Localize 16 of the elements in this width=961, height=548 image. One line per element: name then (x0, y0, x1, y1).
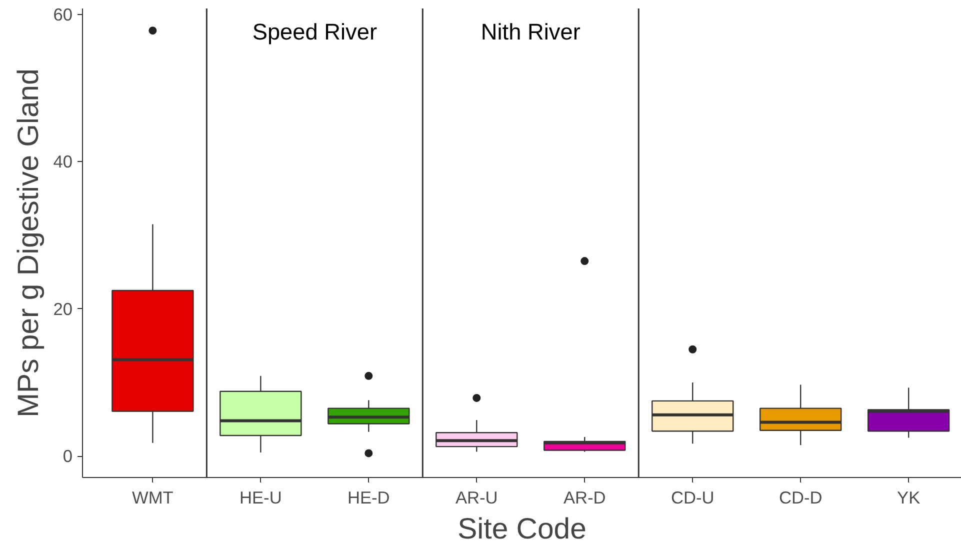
x-axis-title: Site Code (458, 512, 586, 546)
annotation: Nith River (480, 18, 581, 44)
y-axis-title: MPs per g Digestive Gland (12, 68, 46, 418)
y-tick-label: 20 (53, 298, 73, 319)
x-tick-label: HE-U (240, 488, 282, 508)
y-tick-label: 60 (53, 4, 73, 24)
x-tick-label: AR-U (455, 488, 498, 508)
x-tick-label: AR-D (563, 488, 606, 508)
x-tick-label: CD-U (670, 488, 714, 508)
x-tick-label: CD-D (778, 488, 822, 508)
y-tick-label: 40 (53, 152, 73, 172)
x-tick-label: HE-D (347, 488, 390, 508)
y-tick-label: 0 (62, 446, 73, 466)
annotation: Speed River (252, 18, 378, 44)
x-tick-label: WMT (132, 488, 174, 508)
x-tick-label: YK (897, 488, 921, 508)
